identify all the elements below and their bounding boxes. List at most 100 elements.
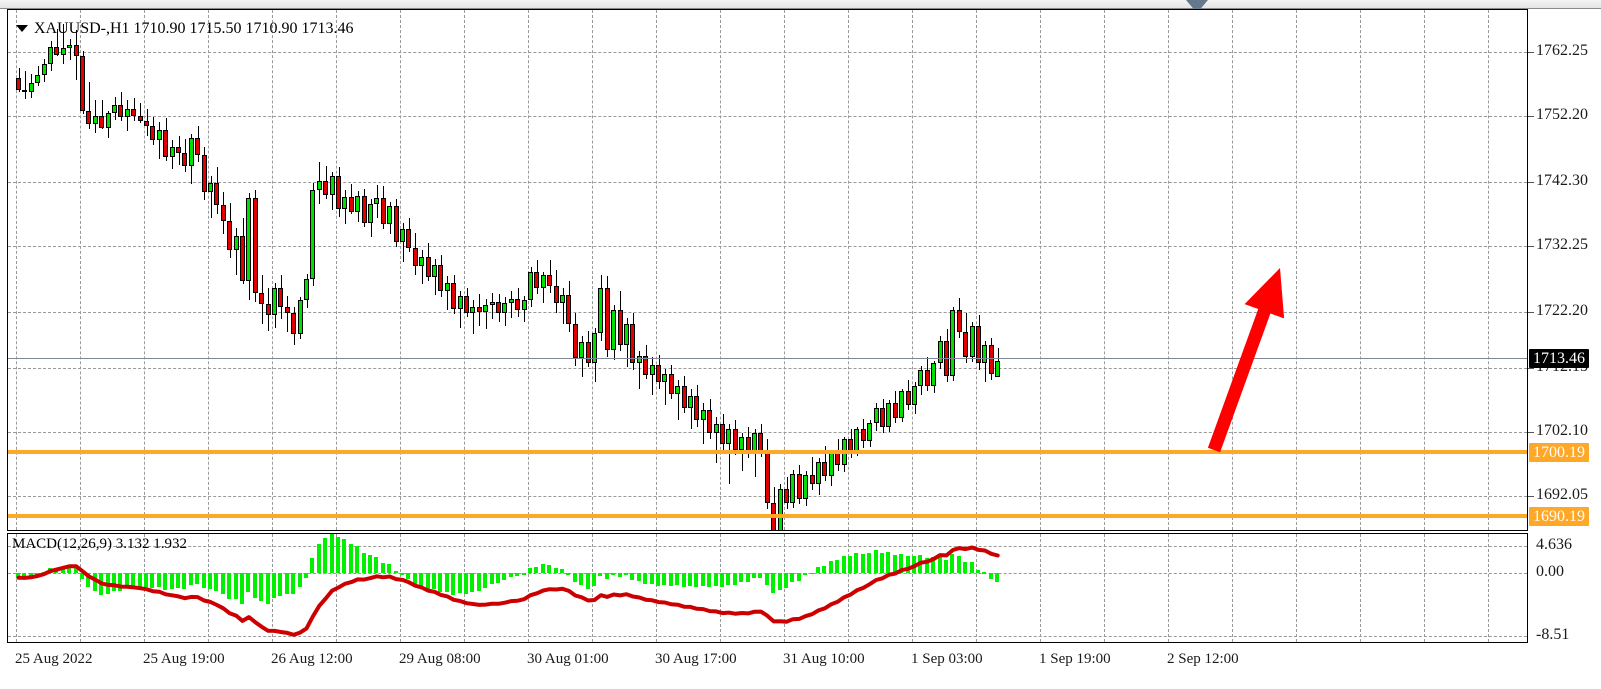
candle-body xyxy=(73,44,79,57)
macd-histogram-bar xyxy=(617,573,622,578)
candle-body xyxy=(777,488,783,530)
macd-histogram-bar xyxy=(188,573,193,585)
candle-body xyxy=(860,429,866,441)
macd-histogram-bar xyxy=(880,553,884,573)
macd-histogram-bar xyxy=(387,564,392,573)
grid-line-vertical xyxy=(144,10,145,530)
macd-indicator-pane[interactable]: MACD(12,26,9) 3.132 1.932 xyxy=(7,533,1528,643)
macd-histogram-bar xyxy=(278,573,283,597)
macd-histogram-bar xyxy=(604,573,609,580)
candle-body xyxy=(124,108,130,117)
candle-body xyxy=(880,407,885,427)
macd-histogram-bar xyxy=(291,573,296,595)
macd-histogram-bar xyxy=(323,538,328,573)
macd-histogram-bar xyxy=(342,538,347,573)
tick-mark xyxy=(1528,312,1534,313)
candle-body xyxy=(688,396,693,408)
candle-body xyxy=(662,373,668,383)
last-price-badge: 1713.46 xyxy=(1529,349,1589,368)
support-level-line[interactable] xyxy=(8,514,1527,518)
candle-body xyxy=(483,304,489,313)
grid-line-vertical xyxy=(80,534,81,642)
candle-body xyxy=(816,462,821,484)
macd-histogram-bar xyxy=(156,573,161,587)
tick-mark xyxy=(1528,368,1534,369)
candle-body xyxy=(886,402,892,427)
macd-histogram-bar xyxy=(496,573,500,584)
macd-histogram-bar xyxy=(688,573,692,586)
macd-histogram-bar xyxy=(553,567,558,573)
macd-histogram-bar xyxy=(822,565,827,573)
price-tick-label: 1762.25 xyxy=(1536,42,1588,59)
macd-histogram-bar xyxy=(560,568,564,573)
chart-scrollbar[interactable] xyxy=(0,0,1601,13)
grid-line-horizontal xyxy=(8,432,1527,433)
level-price-badge[interactable]: 1700.19 xyxy=(1529,443,1589,462)
price-tick-label: 1752.20 xyxy=(1536,106,1588,123)
candle-body xyxy=(246,197,252,281)
candle-body xyxy=(406,228,412,249)
macd-histogram-bar xyxy=(124,573,129,589)
candle-body xyxy=(726,429,732,445)
macd-histogram-bar xyxy=(508,573,513,577)
candle-body xyxy=(355,195,361,212)
candle-body xyxy=(937,340,943,364)
candle-wick xyxy=(678,379,679,421)
candle-body xyxy=(784,488,789,503)
candle-body xyxy=(348,197,354,212)
candle-body xyxy=(713,424,719,434)
candle-wick xyxy=(652,357,653,396)
level-price-badge[interactable]: 1690.19 xyxy=(1529,507,1589,526)
macd-histogram-bar xyxy=(227,573,232,600)
candle-body xyxy=(892,402,898,418)
macd-histogram-bar xyxy=(240,573,244,604)
grid-line-vertical xyxy=(592,10,593,530)
candle-body xyxy=(854,429,860,451)
candle-body xyxy=(310,190,316,280)
candle-body xyxy=(604,287,610,350)
macd-histogram-bar xyxy=(675,573,680,586)
macd-histogram-bar xyxy=(214,573,219,592)
candle-body xyxy=(92,115,98,124)
candle-body xyxy=(630,324,636,364)
candle-body xyxy=(252,197,258,293)
grid-line-vertical xyxy=(848,10,849,530)
macd-histogram-bar xyxy=(848,556,852,573)
macd-histogram-bar xyxy=(208,573,212,589)
candle-body xyxy=(681,386,687,408)
grid-line-horizontal xyxy=(8,368,1527,369)
candle-body xyxy=(988,345,994,374)
candle-body xyxy=(636,355,642,364)
price-chart-pane[interactable]: XAUUSD-,H1 1710.90 1715.50 1710.90 1713.… xyxy=(7,9,1528,531)
candle-body xyxy=(764,452,770,503)
time-axis[interactable]: 25 Aug 2022 25 Aug 19:00 26 Aug 12:00 29 Au… xyxy=(7,643,1528,689)
grid-line-vertical xyxy=(1488,10,1489,530)
scrollbar-track[interactable] xyxy=(0,0,1601,9)
macd-histogram-bar xyxy=(419,573,424,586)
grid-line-vertical xyxy=(1168,534,1169,642)
triangle-down-icon[interactable] xyxy=(16,25,28,32)
candle-body xyxy=(265,304,271,316)
macd-histogram-bar xyxy=(854,553,859,573)
macd-histogram-bar xyxy=(476,573,481,591)
time-tick-label: 31 Aug 10:00 xyxy=(783,651,865,667)
candle-body xyxy=(60,47,66,55)
macd-histogram-bar xyxy=(982,572,987,574)
candle-body xyxy=(739,436,745,450)
candle-body xyxy=(982,345,988,364)
support-level-line[interactable] xyxy=(8,450,1527,454)
arrow-shape[interactable] xyxy=(1207,268,1285,453)
candle-body xyxy=(918,369,924,387)
macd-histogram-bar xyxy=(611,573,616,575)
time-tick-label: 30 Aug 01:00 xyxy=(527,651,609,667)
macd-histogram-bar xyxy=(668,573,673,587)
macd-histogram-bar xyxy=(483,573,488,588)
macd-tick-label: 0.00 xyxy=(1536,563,1564,580)
price-axis[interactable]: 1762.251752.201742.301732.251722.201712.… xyxy=(1528,9,1601,643)
price-tick-label: 1692.05 xyxy=(1536,486,1588,503)
grid-line-vertical xyxy=(912,534,913,642)
candle-body xyxy=(502,302,508,313)
candle-body xyxy=(457,296,463,310)
grid-line-vertical xyxy=(336,10,337,530)
candle-body xyxy=(585,341,591,363)
